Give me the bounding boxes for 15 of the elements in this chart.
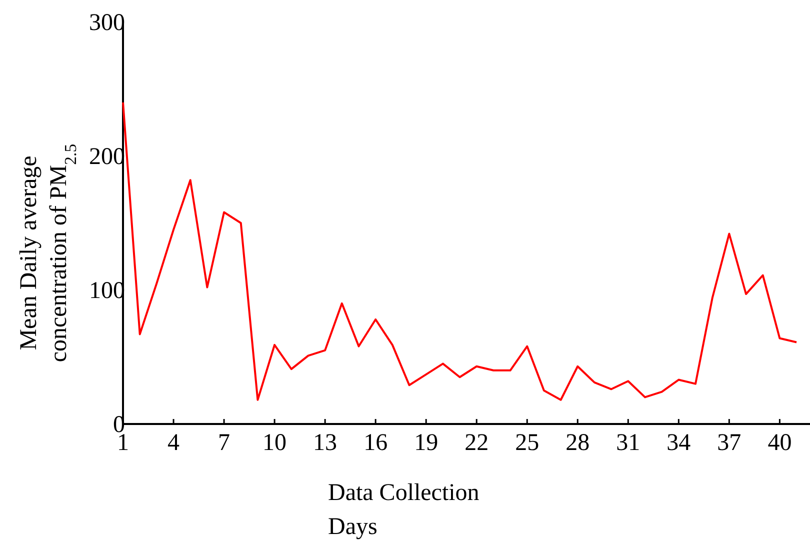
- x-tick-label: 19: [414, 430, 438, 456]
- x-tick-label: 7: [218, 430, 230, 456]
- x-tick-label: 40: [768, 430, 792, 456]
- x-tick-label: 25: [515, 430, 540, 456]
- x-tick-label: 31: [616, 430, 640, 456]
- x-tick-label: 37: [717, 430, 742, 456]
- x-tick-label: 28: [566, 430, 590, 456]
- x-tick-label: 4: [168, 430, 180, 456]
- x-axis-title: Data Collection Days: [328, 480, 480, 540]
- x-tick-label: 16: [364, 430, 388, 456]
- line-series: [122, 101, 798, 401]
- x-tick-label: 22: [464, 430, 489, 456]
- x-tick-label: 13: [313, 430, 338, 456]
- x-tick-label: 34: [666, 430, 691, 456]
- x-tick-label: 10: [262, 430, 287, 456]
